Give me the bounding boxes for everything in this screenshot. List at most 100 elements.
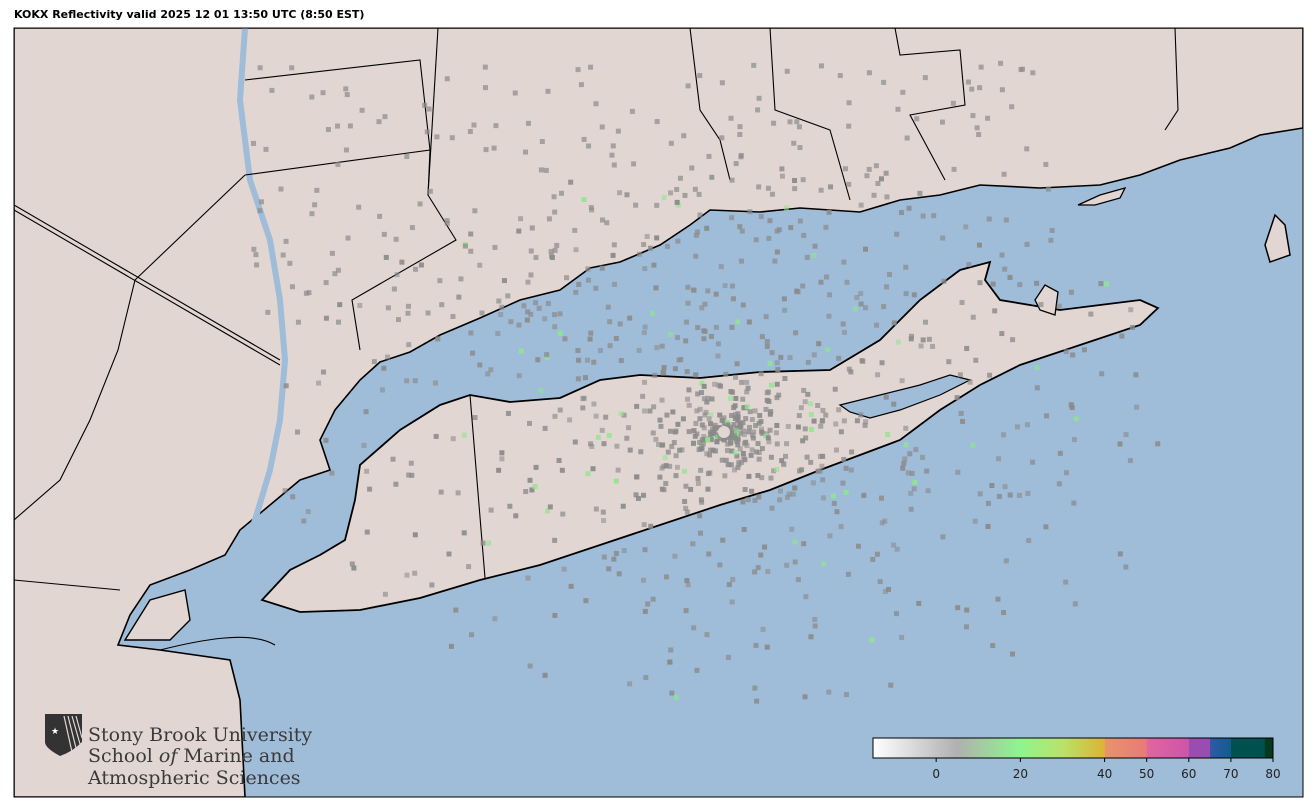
radar-echo xyxy=(409,472,415,478)
radar-echo xyxy=(866,166,872,172)
radar-echo xyxy=(741,432,747,438)
radar-echo xyxy=(697,513,703,519)
radar-echo xyxy=(758,214,764,220)
radar-echo xyxy=(1117,551,1123,557)
radar-echo xyxy=(654,119,660,125)
radar-echo xyxy=(755,565,761,571)
radar-echo xyxy=(862,422,868,428)
radar-echo xyxy=(542,672,548,678)
radar-echo xyxy=(391,286,397,292)
radar-echo xyxy=(450,436,456,442)
radar-echo xyxy=(721,415,727,421)
radar-echo xyxy=(335,123,341,129)
radar-echo xyxy=(529,225,535,231)
radar-echo xyxy=(904,135,910,141)
radar-echo xyxy=(449,135,455,141)
radar-echo xyxy=(972,518,978,524)
radar-echo xyxy=(913,447,919,453)
radar-echo xyxy=(635,495,641,501)
radar-echo xyxy=(278,186,284,192)
radar-echo xyxy=(325,127,331,133)
radar-echo xyxy=(295,319,301,325)
radar-echo xyxy=(837,73,843,79)
radar-echo xyxy=(704,225,710,231)
radar-echo xyxy=(493,123,499,129)
radar-echo xyxy=(675,238,681,244)
radar-echo xyxy=(621,548,627,554)
radar-echo xyxy=(828,184,834,190)
radar-echo xyxy=(705,288,711,294)
radar-echo xyxy=(768,409,774,415)
radar-echo xyxy=(412,570,418,576)
radar-echo xyxy=(633,492,639,498)
radar-echo xyxy=(781,462,787,468)
radar-echo xyxy=(808,412,814,418)
radar-echo xyxy=(585,471,591,477)
radar-echo xyxy=(557,330,563,336)
radar-echo xyxy=(774,441,780,447)
radar-echo xyxy=(552,413,558,419)
radar-echo xyxy=(367,486,373,492)
radar-echo xyxy=(699,499,705,505)
radar-echo xyxy=(1073,416,1079,422)
radar-echo xyxy=(627,447,633,453)
radar-echo xyxy=(718,264,724,270)
radar-echo xyxy=(523,149,529,155)
radar-echo xyxy=(692,186,698,192)
radar-echo xyxy=(587,336,593,342)
radar-echo xyxy=(782,307,788,313)
radar-echo xyxy=(532,483,538,489)
radar-echo xyxy=(803,594,809,600)
gardiners-island xyxy=(1034,284,1059,316)
radar-echo xyxy=(713,291,719,297)
radar-echo xyxy=(718,383,724,389)
radar-echo xyxy=(746,473,752,479)
radar-echo xyxy=(708,333,714,339)
radar-echo xyxy=(695,325,701,331)
radar-echo xyxy=(1134,404,1140,410)
radar-echo xyxy=(691,287,697,293)
radar-echo xyxy=(684,578,690,584)
radar-echo xyxy=(467,128,473,134)
radar-echo xyxy=(745,497,751,503)
radar-echo xyxy=(606,432,612,438)
radar-echo xyxy=(751,429,757,435)
radar-echo xyxy=(812,623,818,629)
radar-echo xyxy=(746,429,752,435)
radar-echo xyxy=(529,487,535,493)
radar-echo xyxy=(709,396,715,402)
radar-echo xyxy=(253,252,259,258)
radar-echo xyxy=(744,443,750,449)
radar-echo xyxy=(1030,70,1036,76)
radar-echo xyxy=(1069,405,1075,411)
radar-echo xyxy=(462,243,468,249)
radar-echo xyxy=(1133,372,1139,378)
radar-echo xyxy=(653,285,659,291)
radar-echo xyxy=(973,357,979,363)
radar-echo xyxy=(593,413,599,419)
radar-echo xyxy=(444,76,450,82)
radar-echo xyxy=(686,402,692,408)
radar-echo xyxy=(542,425,548,431)
radar-echo xyxy=(998,60,1004,66)
radar-echo xyxy=(609,152,615,158)
radar-echo xyxy=(492,244,498,250)
radar-echo xyxy=(746,319,752,325)
radar-echo xyxy=(552,209,558,215)
radar-echo xyxy=(909,470,915,476)
radar-echo xyxy=(1049,228,1055,234)
radar-echo xyxy=(1014,424,1020,430)
radar-echo xyxy=(758,426,764,432)
radar-echo xyxy=(642,266,648,272)
radar-echo xyxy=(1024,241,1030,247)
radar-echo xyxy=(768,454,774,460)
radar-echo xyxy=(1018,67,1024,73)
radar-echo xyxy=(1063,579,1069,585)
radar-echo xyxy=(708,412,714,418)
radar-echo xyxy=(894,231,900,237)
radar-echo xyxy=(848,467,854,473)
radar-echo xyxy=(757,413,763,419)
radar-echo xyxy=(683,608,689,614)
radar-echo xyxy=(557,407,563,413)
radar-echo xyxy=(861,492,867,498)
